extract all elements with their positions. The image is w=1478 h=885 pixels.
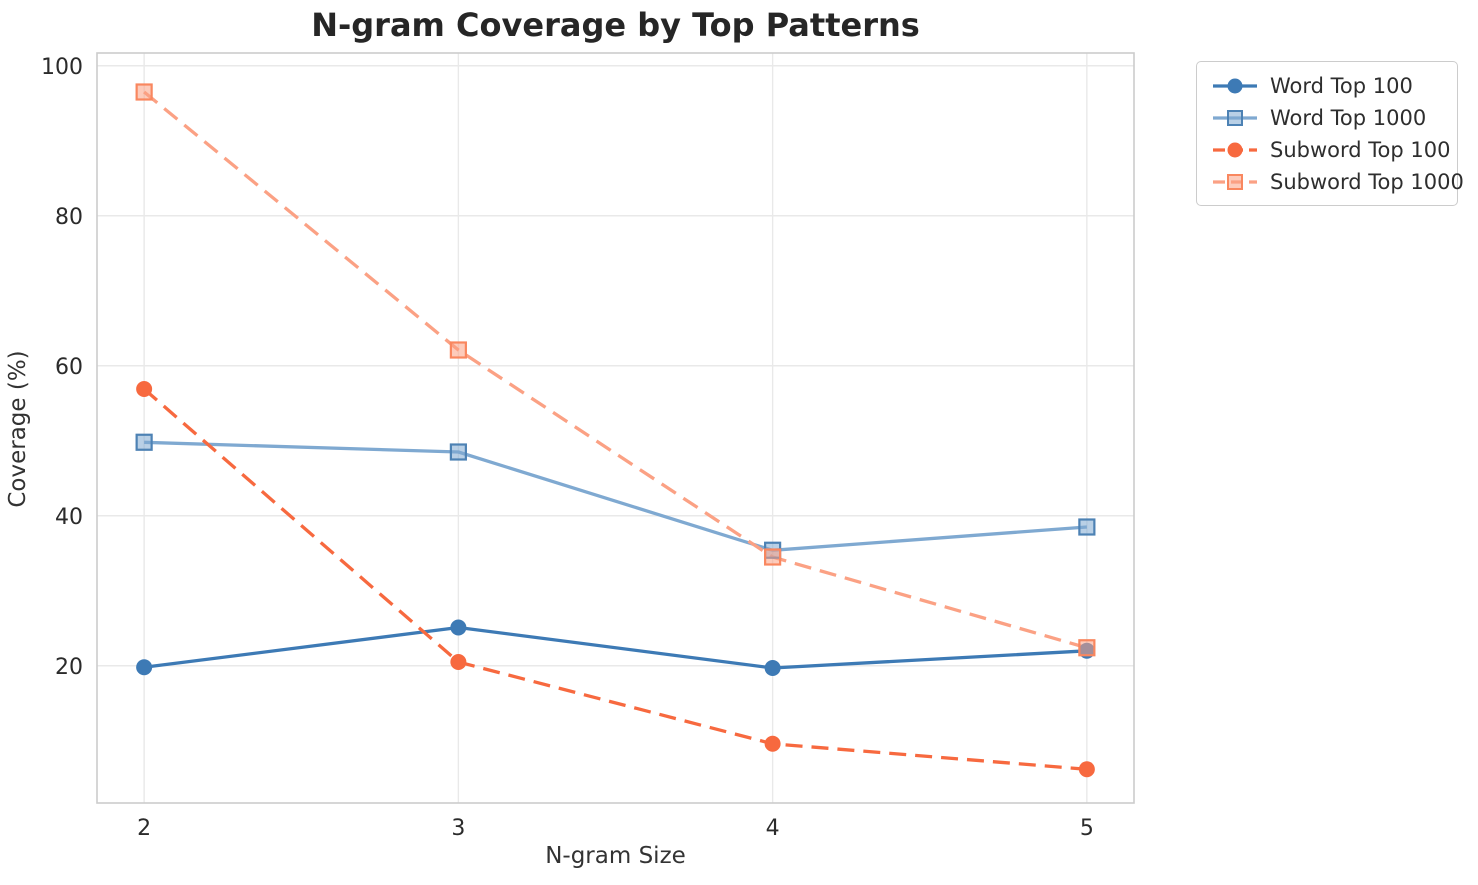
y-tick-label-80: 80 (55, 205, 83, 230)
x-tick-label-5: 5 (1080, 816, 1094, 841)
marker-subword-top-100-x5 (1078, 761, 1095, 778)
legend-item-subword-top-100: Subword Top 100 (1211, 136, 1450, 163)
marker-subword-top-1000-x5 (1078, 639, 1096, 657)
marker-subword-top-1000-x3 (449, 341, 467, 359)
legend: Word Top 100 Word Top 1000 Subword Top 100… (1196, 61, 1464, 206)
series-line-subword-top-100 (143, 387, 1088, 771)
x-tick-label-3: 3 (451, 816, 465, 841)
series-line-word-top-1000 (144, 440, 1088, 552)
axes-spines (96, 52, 1135, 804)
marker-subword-top-100-x3 (450, 654, 467, 670)
marker-word-top-100-x2 (136, 659, 153, 676)
y-tick-label-60: 60 (55, 355, 83, 380)
marker-subword-top-100-x4 (764, 735, 781, 752)
legend-swatch-subword-top-1000-dashed-line-square-icon (1213, 173, 1257, 190)
marker-subword-top-1000-x4 (764, 548, 782, 566)
series-line-word-top-100 (143, 625, 1087, 670)
marker-word-top-1000-x5 (1078, 518, 1096, 536)
marker-subword-top-100-x2 (136, 381, 153, 397)
marker-word-top-100-x4 (764, 660, 781, 676)
x-tick-label-4: 4 (766, 816, 780, 841)
y-tick-label-20: 20 (55, 655, 83, 680)
legend-swatch-subword-top-100-dashed-line-circle-icon (1213, 142, 1257, 157)
chart-title: N-gram Coverage by Top Patterns (311, 6, 920, 44)
legend-label-word-top-1000: Word Top 1000 (1270, 105, 1427, 130)
legend-swatch-word-top-100-line-circle-icon (1213, 78, 1257, 93)
marker-subword-top-1000-x2 (135, 83, 153, 101)
y-tick-label-100: 100 (41, 55, 83, 80)
y-tick-label-40: 40 (55, 505, 83, 530)
legend-label-subword-top-100: Subword Top 100 (1270, 137, 1451, 162)
marker-word-top-100-x3 (450, 619, 467, 636)
series-line-subword-top-1000 (143, 90, 1088, 650)
marker-word-top-1000-x2 (135, 433, 153, 451)
legend-item-word-top-1000: Word Top 1000 (1211, 104, 1443, 131)
legend-swatch-word-top-1000-line-square-icon (1213, 109, 1257, 126)
x-axis-label: N-gram Size (545, 843, 686, 869)
marker-word-top-1000-x3 (449, 443, 467, 461)
legend-item-word-top-100: Word Top 100 (1211, 72, 1443, 99)
legend-label-word-top-100: Word Top 100 (1270, 73, 1413, 98)
x-tick-label-2: 2 (137, 816, 151, 841)
legend-label-subword-top-1000: Subword Top 1000 (1270, 169, 1464, 194)
legend-item-subword-top-1000: Subword Top 1000 (1211, 168, 1464, 195)
